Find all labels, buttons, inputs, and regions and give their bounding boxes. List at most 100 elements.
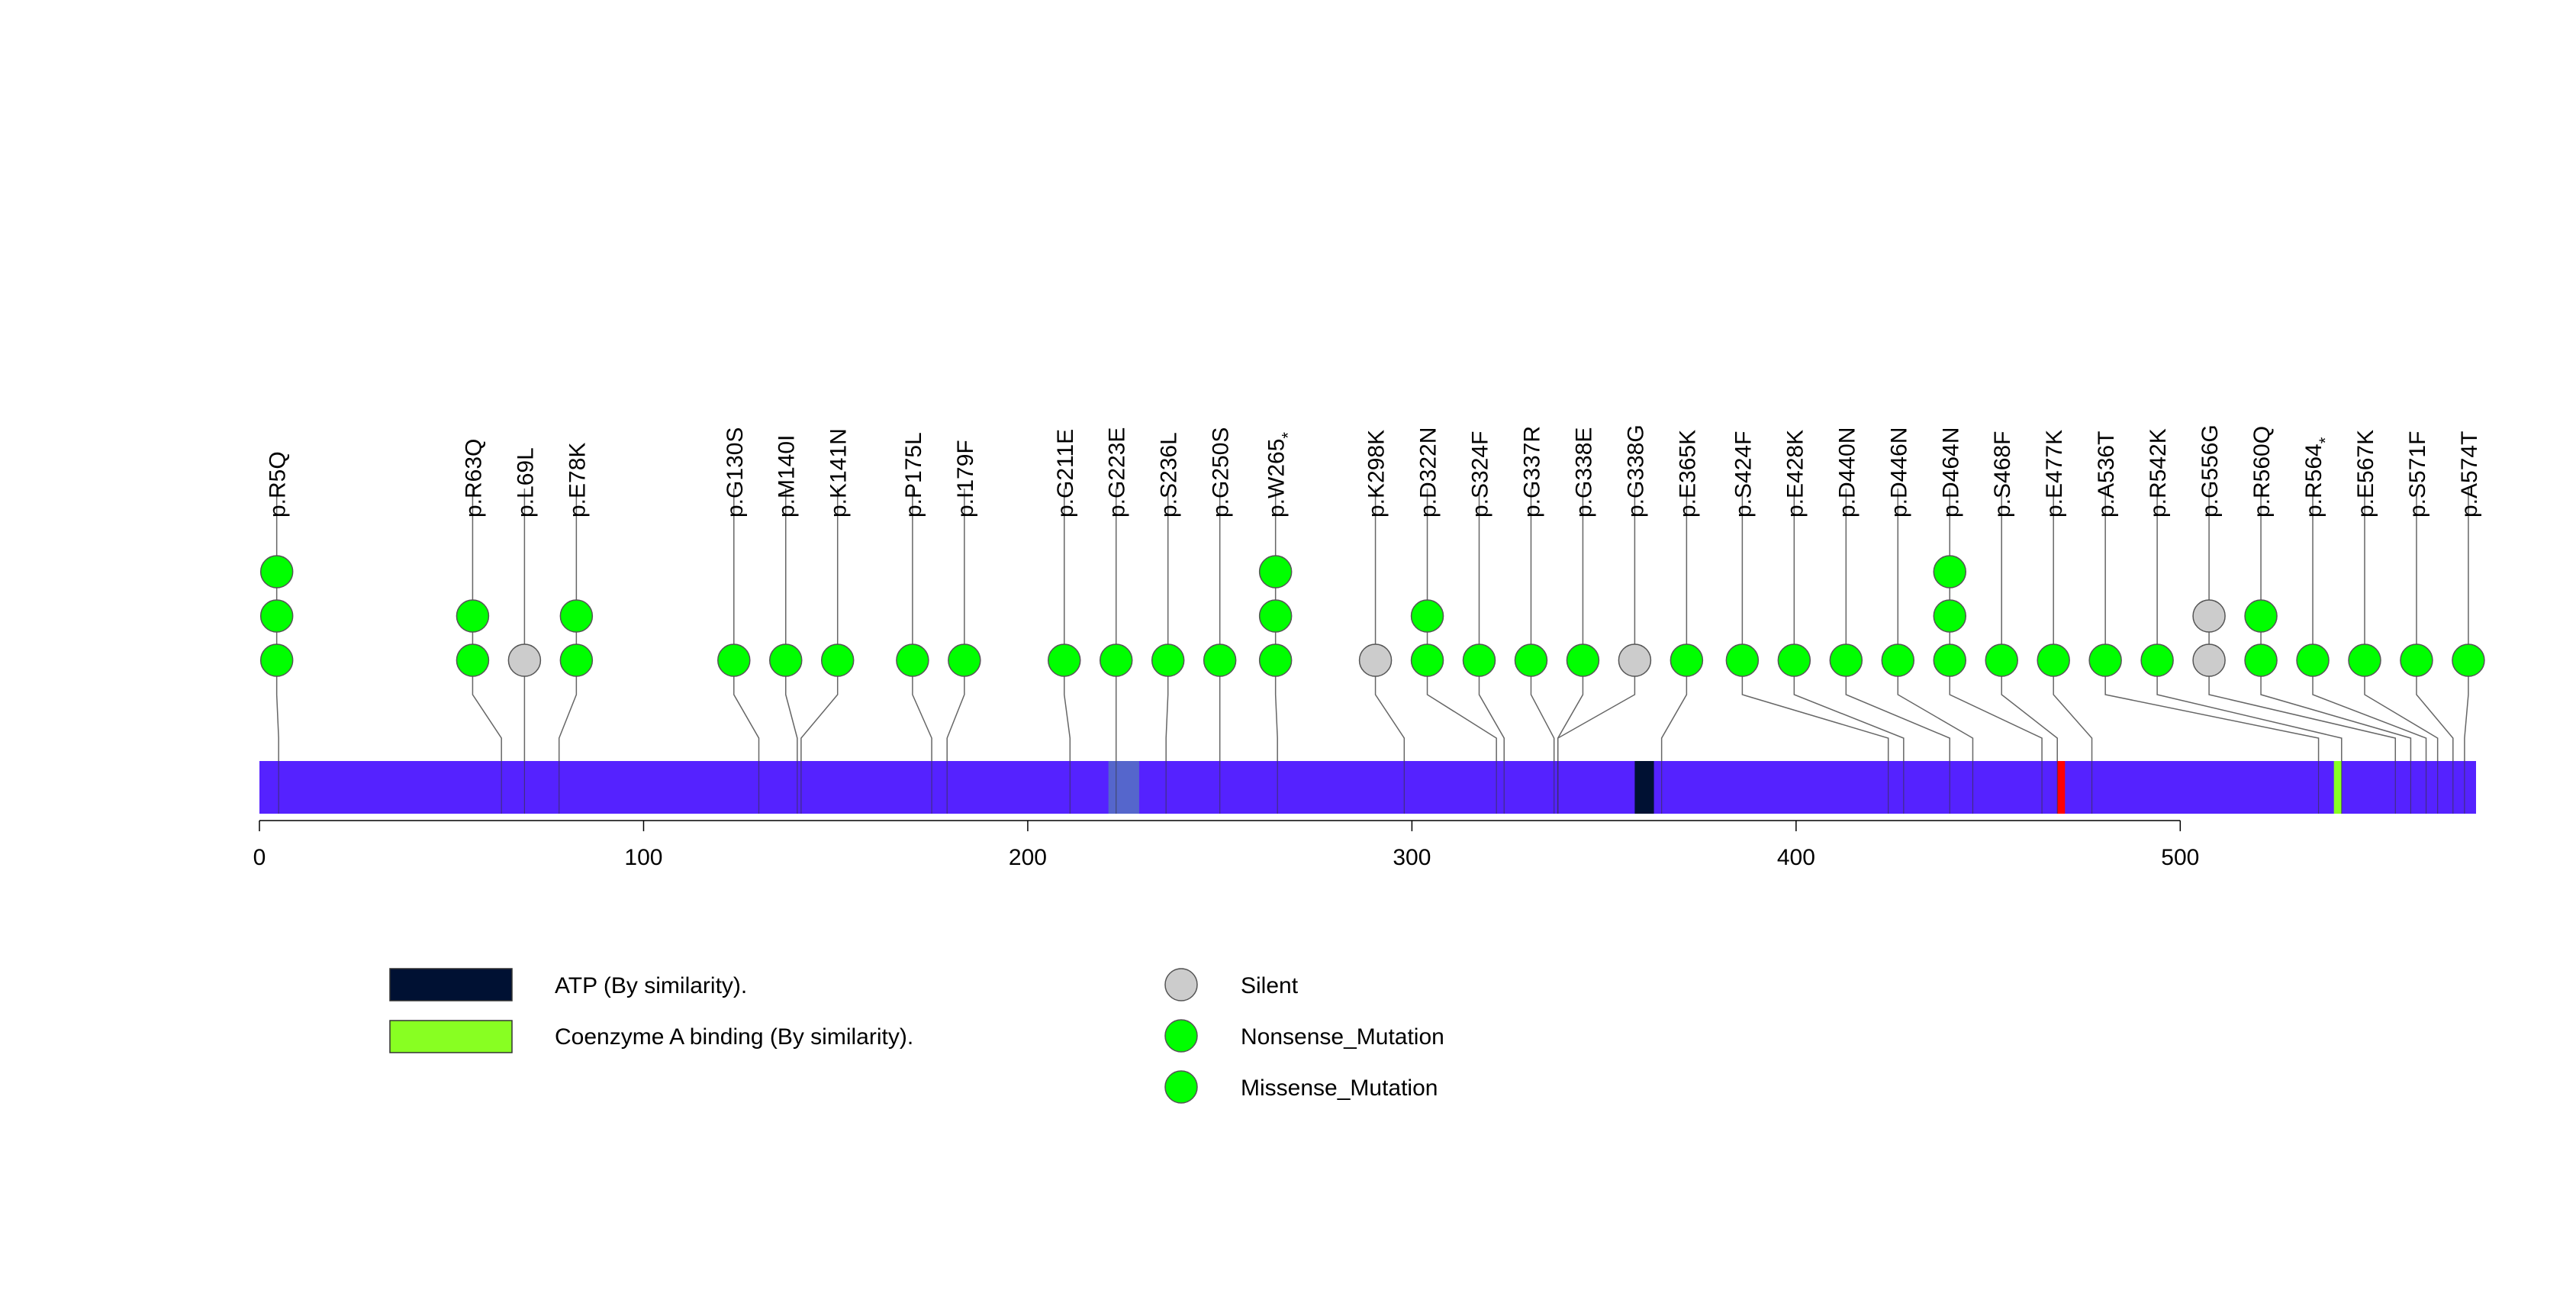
mutation-circle-16-0 bbox=[1462, 643, 1496, 677]
legend-label-nonsense: Nonsense_Mutation bbox=[1241, 1024, 1444, 1050]
mutation-label-4: p.G130S bbox=[723, 427, 748, 518]
stem-14 bbox=[1374, 489, 1406, 761]
stem-35 bbox=[2464, 489, 2469, 761]
stem-27 bbox=[2053, 489, 2093, 761]
x-tick-label-0: 0 bbox=[253, 845, 266, 870]
mutation-label-0: p.R5Q bbox=[266, 451, 291, 518]
mutation-label-1: p.R63Q bbox=[461, 439, 486, 518]
stem-7 bbox=[912, 489, 932, 761]
mutation-circle-31-1 bbox=[2244, 599, 2278, 633]
stem-11 bbox=[1165, 489, 1169, 761]
mutation-label-28: p.A536T bbox=[2094, 431, 2119, 518]
stem-6 bbox=[800, 489, 839, 761]
stem-29 bbox=[2156, 489, 2343, 761]
legend-label-coa: Coenzyme A binding (By similarity). bbox=[555, 1024, 913, 1050]
mutation-label-29: p.R542K bbox=[2146, 428, 2171, 518]
legend: ATP (By similarity). Coenzyme A binding … bbox=[389, 968, 1444, 1104]
mutation-label-17: p.G337R bbox=[1519, 426, 1544, 518]
stem-20 bbox=[1660, 489, 1688, 761]
legend-label-silent: Silent bbox=[1241, 973, 1299, 998]
mutation-label-9: p.G211E bbox=[1053, 429, 1078, 518]
mutation-label-11: p.S236L bbox=[1157, 432, 1182, 518]
mutation-circle-33-0 bbox=[2348, 643, 2381, 677]
stem-23 bbox=[1845, 489, 1951, 761]
mutation-circle-5-0 bbox=[768, 643, 803, 677]
mutation-circle-9-0 bbox=[1048, 643, 1081, 677]
nonsense-star-32: * bbox=[2316, 437, 2335, 443]
mutation-label-16: p.S324F bbox=[1468, 431, 1493, 518]
stem-16 bbox=[1478, 489, 1505, 761]
mutation-circle-10-0 bbox=[1099, 643, 1133, 677]
mutation-circle-30-0 bbox=[2192, 643, 2226, 677]
mutation-circle-0-2 bbox=[259, 555, 294, 589]
stem-34 bbox=[2416, 489, 2454, 761]
mutation-circle-21-0 bbox=[1725, 643, 1760, 677]
mutation-label-5: p.M140I bbox=[774, 435, 800, 518]
mutation-circle-30-1 bbox=[2192, 599, 2226, 633]
mutation-label-21: p.S424F bbox=[1731, 431, 1756, 518]
stem-21 bbox=[1741, 489, 1889, 761]
stem-32 bbox=[2312, 489, 2427, 761]
mutation-label-19: p.G338G bbox=[1623, 424, 1648, 518]
mutation-circle-28-0 bbox=[2088, 643, 2122, 677]
mutation-circle-3-1 bbox=[559, 599, 594, 633]
x-tick-label-4: 400 bbox=[1777, 845, 1815, 870]
stem-13 bbox=[1274, 489, 1278, 761]
stem-4 bbox=[733, 489, 760, 761]
mutation-circle-19-0 bbox=[1618, 643, 1652, 677]
mutation-circle-34-0 bbox=[2400, 643, 2433, 677]
mutation-label-2: p.L69L bbox=[513, 447, 538, 518]
mutation-circle-13-1 bbox=[1258, 599, 1293, 633]
mutation-label-3: p.E78K bbox=[565, 443, 590, 518]
protein-bar bbox=[259, 761, 2476, 814]
mutation-circle-35-0 bbox=[2452, 643, 2485, 677]
stem-5 bbox=[784, 489, 798, 761]
mutation-circle-1-1 bbox=[456, 599, 490, 633]
mutation-circle-0-0 bbox=[259, 643, 294, 677]
stem-22 bbox=[1793, 489, 1905, 761]
protein-region-0 bbox=[1634, 761, 1654, 814]
mutation-label-7: p.P175L bbox=[901, 432, 926, 518]
mutation-circles bbox=[259, 555, 2485, 677]
mutation-label-27: p.E477K bbox=[2042, 430, 2067, 518]
stem-19 bbox=[1557, 489, 1636, 761]
mutation-circle-2-0 bbox=[507, 643, 542, 677]
mutation-circle-29-0 bbox=[2140, 643, 2174, 677]
stem-18 bbox=[1557, 489, 1584, 761]
protein-region-1 bbox=[2333, 761, 2342, 814]
mutation-circle-25-2 bbox=[1933, 555, 1967, 589]
mutation-circle-25-0 bbox=[1933, 643, 1967, 677]
mutation-label-33: p.E567K bbox=[2353, 430, 2378, 518]
legend-circle-silent bbox=[1164, 968, 1198, 1001]
protein-region-3 bbox=[2057, 761, 2066, 814]
mutation-circle-24-0 bbox=[1881, 643, 1915, 677]
stem-28 bbox=[2104, 489, 2320, 761]
stem-layer bbox=[275, 489, 2469, 761]
mutation-circle-3-0 bbox=[559, 643, 594, 677]
mutation-label-20: p.E365K bbox=[1675, 430, 1700, 518]
mutation-label-8: p.I179F bbox=[953, 440, 978, 518]
mutation-circle-4-0 bbox=[717, 643, 751, 677]
mutation-label-32: p.R564* bbox=[2301, 437, 2335, 518]
mutation-circle-23-0 bbox=[1829, 643, 1863, 677]
mutation-circle-17-0 bbox=[1514, 643, 1548, 677]
mutation-label-22: p.E428K bbox=[1782, 430, 1808, 518]
mutation-circle-15-1 bbox=[1410, 599, 1444, 633]
stem-3 bbox=[558, 489, 578, 761]
mutation-circle-20-0 bbox=[1670, 643, 1704, 677]
stem-24 bbox=[1897, 489, 1974, 761]
legend-circle-missense bbox=[1164, 1070, 1198, 1104]
mutation-circle-31-0 bbox=[2244, 643, 2278, 677]
stem-25 bbox=[1949, 489, 2043, 761]
protein-track bbox=[259, 761, 2476, 814]
mutation-circle-0-1 bbox=[259, 599, 294, 633]
stem-15 bbox=[1426, 489, 1497, 761]
stem-31 bbox=[2260, 489, 2412, 761]
x-tick-label-3: 300 bbox=[1393, 845, 1431, 870]
mutation-circle-32-0 bbox=[2296, 643, 2330, 677]
mutation-circle-25-1 bbox=[1933, 599, 1967, 633]
protein-region-2 bbox=[1108, 761, 1139, 814]
x-tick-label-5: 500 bbox=[2161, 845, 2199, 870]
legend-swatch-atp bbox=[389, 968, 513, 1001]
